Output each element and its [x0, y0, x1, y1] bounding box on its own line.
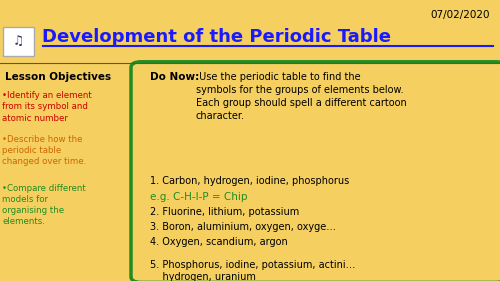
Text: •Compare different
models for
organising the
elements.: •Compare different models for organising…: [2, 184, 86, 226]
Text: •Identify an element
from its symbol and
atomic number: •Identify an element from its symbol and…: [2, 91, 92, 123]
Text: 4. Oxygen, scandium, argon: 4. Oxygen, scandium, argon: [150, 237, 288, 247]
Text: ♫: ♫: [12, 35, 24, 48]
Text: 2. Fluorine, lithium, potassium: 2. Fluorine, lithium, potassium: [150, 207, 299, 217]
FancyBboxPatch shape: [2, 27, 34, 56]
FancyBboxPatch shape: [131, 62, 500, 281]
Text: Development of the Periodic Table: Development of the Periodic Table: [42, 28, 392, 46]
Text: Do Now:: Do Now:: [150, 72, 199, 83]
Text: 1. Carbon, hydrogen, iodine, phosphorus: 1. Carbon, hydrogen, iodine, phosphorus: [150, 176, 349, 186]
Text: 3. Boron, aluminium, oxygen, oxyge…: 3. Boron, aluminium, oxygen, oxyge…: [150, 222, 336, 232]
Text: 5. Phosphorus, iodine, potassium, actini…
    hydrogen, uranium: 5. Phosphorus, iodine, potassium, actini…: [150, 260, 356, 281]
Text: Lesson Objectives: Lesson Objectives: [5, 72, 111, 82]
Text: •Describe how the
periodic table
changed over time.: •Describe how the periodic table changed…: [2, 135, 87, 166]
Text: e.g. C-H-I-P = Chip: e.g. C-H-I-P = Chip: [150, 192, 248, 202]
Text: Use the periodic table to find the
symbols for the groups of elements below.
Eac: Use the periodic table to find the symbo…: [196, 72, 407, 121]
Text: 07/02/2020: 07/02/2020: [430, 10, 490, 20]
